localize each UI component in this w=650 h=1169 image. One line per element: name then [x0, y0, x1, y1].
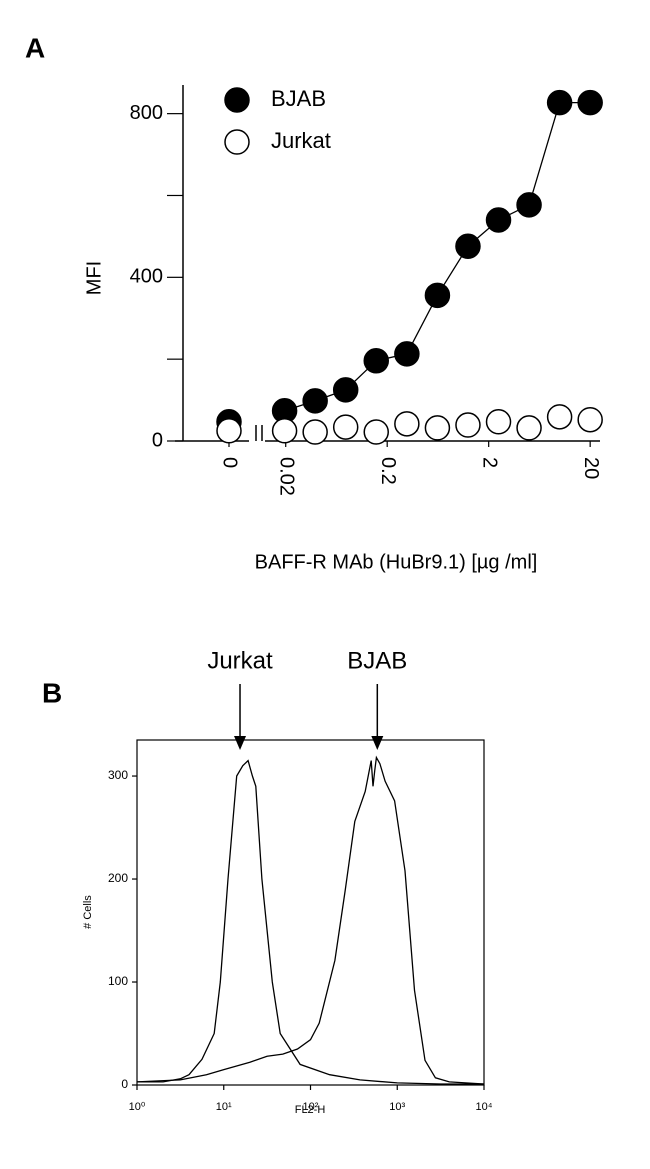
panel-label: A — [25, 32, 45, 63]
data-point — [363, 419, 389, 445]
x-tick-label: 0.2 — [377, 457, 399, 485]
y-tick-label: 0 — [152, 429, 163, 451]
y-tick-label: 0 — [121, 1077, 128, 1091]
data-point — [363, 348, 389, 374]
x-tick-label: 10¹ — [216, 1101, 232, 1113]
legend-label: Jurkat — [271, 128, 331, 153]
y-tick-label: 300 — [108, 768, 128, 782]
y-tick-label: 400 — [130, 266, 163, 288]
x-tick-label: 10⁰ — [129, 1101, 146, 1113]
x-tick-label: 10³ — [389, 1101, 405, 1113]
annotation-label: BJAB — [347, 647, 407, 674]
annotation-arrowhead — [234, 736, 247, 750]
x-axis-label: BAFF-R MAb (HuBr9.1) [µg /ml] — [255, 551, 538, 573]
plot-frame — [136, 739, 485, 1086]
data-point — [332, 377, 359, 403]
data-point — [424, 415, 451, 441]
legend-label: BJAB — [271, 86, 326, 111]
data-point — [485, 409, 512, 435]
y-axis-label: MFI — [83, 261, 105, 295]
x-tick-label: 0 — [219, 457, 241, 468]
data-point — [394, 411, 420, 437]
data-point — [271, 418, 298, 444]
y-tick-label: 100 — [108, 974, 128, 988]
data-point — [577, 406, 603, 433]
legend-marker — [224, 129, 250, 155]
data-point — [516, 192, 542, 218]
data-point — [455, 233, 481, 259]
x-tick-label: 20 — [580, 457, 602, 479]
legend-marker — [224, 87, 250, 113]
x-tick-label: 10⁴ — [476, 1101, 493, 1113]
annotation-label: Jurkat — [207, 647, 273, 674]
x-tick-label: 2 — [478, 457, 500, 468]
data-point — [516, 415, 542, 441]
y-tick-label: 800 — [130, 102, 163, 124]
data-point — [394, 341, 420, 367]
panel-label: B — [42, 677, 62, 708]
y-tick-label: 200 — [108, 871, 128, 885]
data-point — [302, 388, 328, 414]
series-line — [137, 759, 484, 1085]
data-point — [485, 207, 512, 233]
data-point — [455, 412, 481, 438]
data-point — [546, 404, 573, 430]
data-point — [577, 89, 603, 116]
x-axis-label: FL2-H — [295, 1104, 326, 1116]
annotation-arrowhead — [371, 736, 384, 750]
y-axis-label: # Cells — [82, 895, 94, 929]
data-point — [216, 418, 242, 444]
data-point — [424, 282, 451, 309]
data-point — [332, 414, 359, 440]
series-line — [136, 755, 485, 1085]
x-tick-label: 10² — [303, 1101, 319, 1113]
data-point — [302, 419, 328, 445]
x-tick-label: 0.02 — [275, 457, 297, 496]
data-point — [546, 89, 573, 116]
